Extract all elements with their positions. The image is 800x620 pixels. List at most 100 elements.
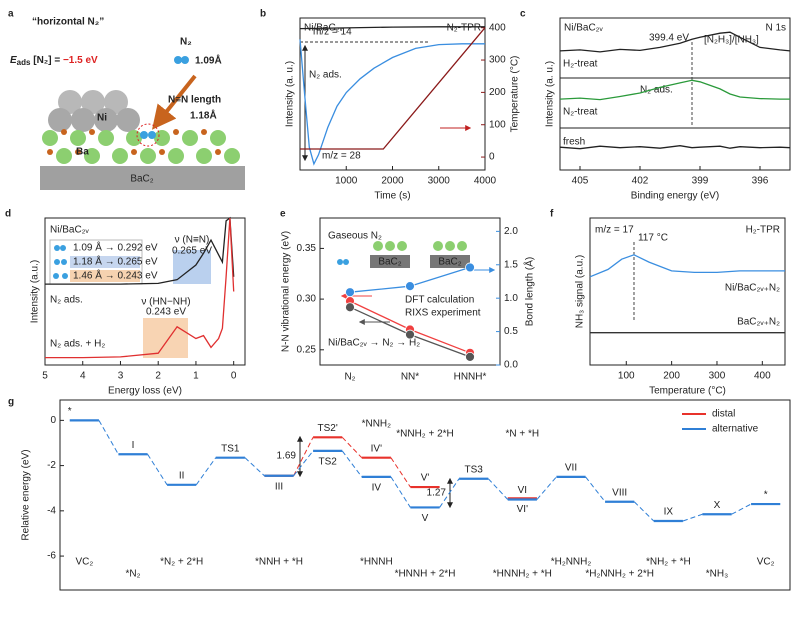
level-label: TS1 [221,443,240,454]
y2-axis-label: Bond length (Å) [523,257,536,327]
series-label: N₂-treat [563,107,598,118]
x-tick-label: 405 [572,176,589,187]
series-line [299,26,485,30]
level-label: * [68,406,72,417]
x-axis-label: Binding energy (eV) [631,191,719,202]
y2-tick-label: 0 [489,152,495,163]
x-tick-label: 300 [709,371,726,382]
connector [98,420,119,455]
level-label: I [132,440,135,451]
series-label: fresh [563,137,585,148]
series-line [300,27,486,150]
y-axis-label: Intensity (a. u.) [285,61,296,127]
energy-symbol: E [10,55,17,66]
species-label: *N + *H [506,429,540,440]
connector [439,478,460,508]
annotation: ν (HN−NH) [141,297,190,308]
species-label: *NNH₂ + 2*H [396,429,454,440]
reference-label: 117 °C [638,233,668,244]
connector [487,478,509,500]
panel-a: a “horizontal N₂” Eads [N₂] = −1.5 eV N₂… [8,9,245,190]
level-label: X [714,500,721,511]
annotation: Gaseous N₂ [328,231,382,242]
species-label: *NH₃ [706,569,728,580]
species-label: *NNH + *H [255,557,303,568]
connector [536,476,557,500]
connector [341,436,363,459]
surface [40,123,245,190]
series-label: m/z = 28 [322,151,361,162]
y2-tick-label: 0.0 [504,360,518,371]
connector [585,476,606,503]
level-label: VIII [612,487,627,498]
x-tick-label: N₂ [344,372,355,383]
series-label: Ni/BaC₂ᵥ₊N₂ [725,283,780,294]
bond-length: 1.18Å [190,109,217,122]
series-label: N₂ ads. + H₂ [50,339,105,350]
connector [195,457,217,486]
series-line [559,145,791,150]
level-label: TS2' [318,423,338,434]
y-tick-label: 0.25 [297,344,317,355]
point [345,287,355,298]
point [465,262,475,273]
y-tick-label: -4 [47,505,56,516]
y2-tick-label: 2.0 [504,226,518,237]
annotation: Ni/BaC₂ᵥ → N₂ → H₂ [328,338,420,349]
connector [147,454,168,486]
x-tick-label: NN* [401,372,419,383]
level-label: III [275,481,283,492]
energy-sub: ads [17,58,31,67]
series-label: H₂-treat [563,59,598,70]
y-tick-label: 0 [50,415,56,426]
annotation: ν (N≡N) [175,235,210,246]
panel-letter: a [8,9,14,20]
annotation: 0.265 eV [172,246,212,257]
species-label: VC₂ [757,557,775,568]
x-tick-label: 3 [118,371,124,382]
connector [293,437,314,476]
level-label: TS2 [318,457,337,468]
panel-letter: e [280,209,286,220]
species-label: *N₂ [126,569,141,580]
y-tick-label: -6 [47,551,56,562]
annotation: 1.18 Å → 0.265 eV [73,255,158,268]
annotation: 1.46 Å → 0.243 eV [73,269,158,282]
atom [181,56,189,64]
connector [390,476,411,508]
level-label: VII [565,463,577,474]
y2-tick-label: 100 [489,119,506,130]
decorations [49,41,790,509]
annotation: H₂-TPR [746,225,780,236]
annotation: N₂ ads. [640,85,673,96]
annotation: m/z = 17 [595,225,634,236]
legend-label: alternative [712,424,759,435]
y2-tick-label: 400 [489,22,506,33]
annotation: 1.09 Å → 0.292 eV [73,241,158,254]
atom [174,56,182,64]
panel-letter: b [260,9,266,20]
metal-label: Ni [97,113,107,124]
y2-tick-label: 300 [489,55,506,66]
level-label: IX [664,507,674,518]
level-label: IV [372,483,382,494]
annotation: 0.243 eV [146,307,186,318]
species-label: *H₂NNH₂ [551,557,592,568]
level-label: IV' [371,443,382,454]
x-tick-label: 2000 [381,176,404,187]
bond-label: N≡N length [168,95,221,106]
species-label: *HNNH₂ + *H [493,569,552,580]
y2-tick-label: 1.5 [504,259,518,270]
series-label: N₂ ads. [50,295,83,306]
x-axis-label: Energy loss (eV) [108,386,182,397]
ni-cluster [48,90,140,132]
x-tick-label: 402 [632,176,649,187]
x-tick-label: 0 [231,371,237,382]
diagram-title: “horizontal N₂” [32,17,104,28]
species-label: *HNNH + 2*H [395,569,456,580]
support-atom: Ba [76,147,89,158]
energy-value: −1.5 eV [63,55,98,66]
annotation: 1.27 [427,488,447,499]
x-tick-label: 2 [155,371,161,382]
